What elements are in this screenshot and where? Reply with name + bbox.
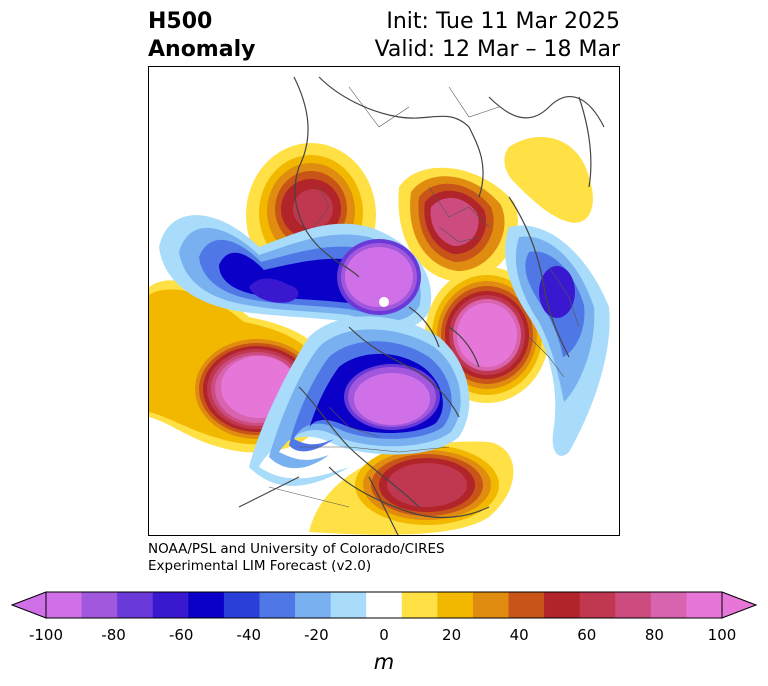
colorbar-tick-label: 80 [644,626,664,644]
colorbar-max-arrow [721,591,758,619]
colorbar-cell [259,592,296,618]
colorbar-cell [295,592,332,618]
colorbar-cell [366,592,403,618]
anomaly-neg-arctic [159,215,432,331]
title-variable: H500 [148,9,213,34]
colorbar-tick-label: 0 [379,626,389,644]
title-block-right: Init: Tue 11 Mar 2025 Valid: 12 Mar – 18… [375,8,620,64]
colorbar-tick-label: -100 [28,626,64,644]
anomaly-map [148,66,620,536]
colorbar-cell [615,592,652,618]
colorbar-tick-label: 40 [509,626,529,644]
colorbar-tick-labels: -100 -80 -60 -40 -20 0 20 40 60 80 100 [0,626,768,646]
anomaly-pos-eurasia [398,167,518,282]
valid-range: Valid: 12 Mar – 18 Mar [374,37,620,62]
colorbar-cell [544,592,581,618]
anomaly-pos-southeast-us [309,441,514,535]
colorbar-units: m [373,650,395,674]
anomaly-neg-north-atlantic [505,225,610,456]
title-block-left: H500 Anomaly [148,8,255,64]
colorbar-cell [437,592,474,618]
colorbar-tick-label: -60 [168,626,194,644]
colorbar-cells [46,592,723,618]
title-field: Anomaly [148,37,256,62]
coastlines [238,76,605,535]
map-canvas [149,76,610,535]
colorbar-cell [330,592,367,618]
init-date: Init: Tue 11 Mar 2025 [386,9,620,34]
credit-line-model: Experimental LIM Forecast (v2.0) [148,558,372,574]
colorbar-cell [117,592,154,618]
anomaly-pos-greenland [504,137,593,223]
colorbar-min-arrow [10,591,47,619]
colorbar-tick-label: 100 [707,626,737,644]
colorbar-tick-label: -40 [236,626,262,644]
colorbar-cell [686,592,723,618]
colorbar-cell [188,592,225,618]
colorbar-cell [401,592,438,618]
borders [268,86,580,508]
colorbar-cell [650,592,687,618]
colorbar-tick-label: -20 [304,626,329,644]
colorbar-outline [45,591,723,619]
colorbar-cell [579,592,616,618]
colorbar-tick-label: 20 [442,626,462,644]
credit-line-institution: NOAA/PSL and University of Colorado/CIRE… [148,541,445,557]
credit-block: NOAA/PSL and University of Colorado/CIRE… [148,541,445,575]
north-pole-marker [379,297,389,307]
anomaly-pos-atlantic [425,267,549,403]
colorbar-cell [472,592,510,618]
anomaly-neg-canada [249,316,470,486]
colorbar [10,591,758,619]
colorbar-cell [508,592,545,618]
colorbar-tick-label: -80 [101,626,126,644]
colorbar-cell [223,592,260,618]
colorbar-cell [46,592,83,618]
colorbar-tick-label: 60 [577,626,597,644]
colorbar-cell [152,592,189,618]
colorbar-cell [81,592,118,618]
